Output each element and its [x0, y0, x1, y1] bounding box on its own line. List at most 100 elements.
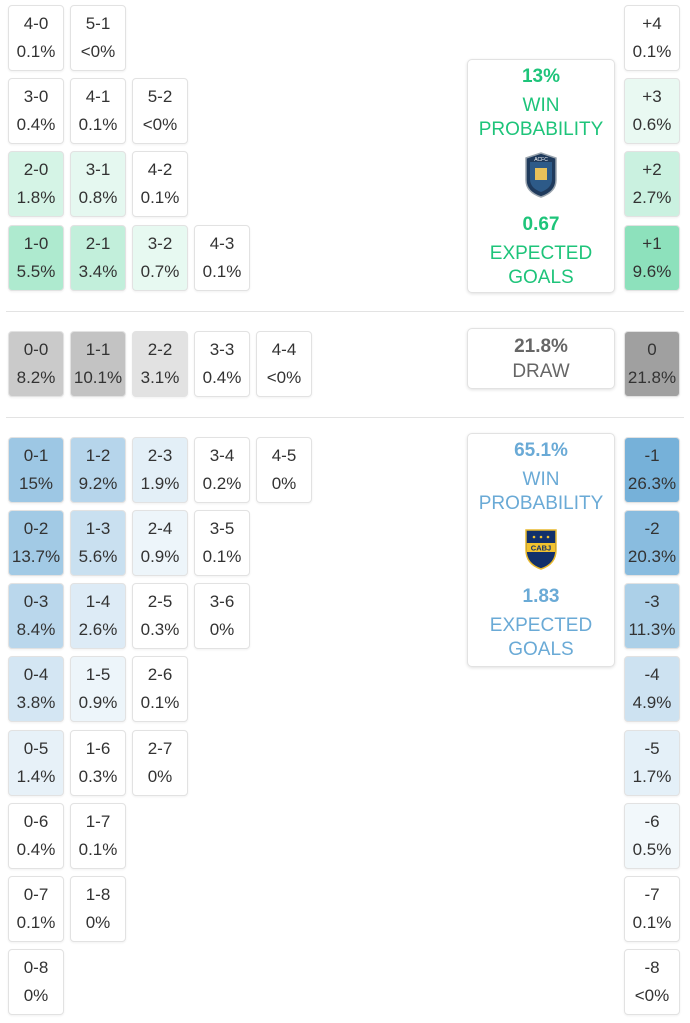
margin-cell[interactable]: -6 0.5%	[624, 803, 680, 869]
scoreline-cell[interactable]: 1-1 10.1%	[70, 331, 126, 397]
cell-label: +4	[642, 13, 662, 33]
home-xg: 0.67	[522, 214, 560, 235]
cell-label: -2	[644, 518, 660, 538]
scoreline-cell[interactable]: 0-1 15%	[8, 437, 64, 503]
scoreline-cell[interactable]: 2-4 0.9%	[132, 510, 188, 576]
scoreline-cell[interactable]: 1-7 0.1%	[70, 803, 126, 869]
margin-cell[interactable]: +1 9.6%	[624, 225, 680, 291]
cell-label: 1-7	[85, 811, 111, 831]
cell-label: 4-5	[271, 445, 297, 465]
scoreline-cell[interactable]: 0-3 8.4%	[8, 583, 64, 649]
margin-cell[interactable]: -1 26.3%	[624, 437, 680, 503]
margin-cell[interactable]: -3 11.3%	[624, 583, 680, 649]
scoreline-cell[interactable]: 4-2 0.1%	[132, 151, 188, 217]
scoreline-cell[interactable]: 1-6 0.3%	[70, 730, 126, 796]
cell-probability: 26.3%	[627, 474, 677, 493]
scoreline-cell[interactable]: 3-5 0.1%	[194, 510, 250, 576]
home-win-label: WIN PROBABILITY	[478, 95, 604, 140]
cell-label: 2-5	[147, 591, 173, 611]
cabj-crest-icon: CABJ	[524, 526, 558, 576]
scoreline-cell[interactable]: 2-3 1.9%	[132, 437, 188, 503]
cell-label: 0-7	[23, 884, 49, 904]
home-win-summary: 13% WIN PROBABILITY ACFC 0.67 EXPECTED G…	[467, 59, 615, 293]
cell-label: +3	[642, 86, 662, 106]
scoreline-cell[interactable]: 2-2 3.1%	[132, 331, 188, 397]
margin-cell[interactable]: 0 21.8%	[624, 331, 680, 397]
margin-cell[interactable]: -7 0.1%	[624, 876, 680, 942]
scoreline-cell[interactable]: 2-5 0.3%	[132, 583, 188, 649]
cell-probability: 11.3%	[628, 620, 676, 639]
margin-cell[interactable]: +2 2.7%	[624, 151, 680, 217]
scoreline-cell[interactable]: 1-3 5.6%	[70, 510, 126, 576]
scoreline-cell[interactable]: 3-2 0.7%	[132, 225, 188, 291]
scoreline-cell[interactable]: 3-6 0%	[194, 583, 250, 649]
away-win-summary: 65.1% WIN PROBABILITY CABJ 1.83 EXPECTED…	[467, 433, 615, 667]
cell-probability: 1.9%	[140, 474, 180, 493]
scoreline-cell[interactable]: 2-1 3.4%	[70, 225, 126, 291]
scoreline-cell[interactable]: 1-2 9.2%	[70, 437, 126, 503]
scoreline-cell[interactable]: 3-3 0.4%	[194, 331, 250, 397]
scoreline-cell[interactable]: 4-1 0.1%	[70, 78, 126, 144]
cell-label: 1-1	[85, 339, 111, 359]
scoreline-cell[interactable]: 0-5 1.4%	[8, 730, 64, 796]
margin-cell[interactable]: -5 1.7%	[624, 730, 680, 796]
scoreline-cell[interactable]: 0-4 3.8%	[8, 656, 64, 722]
cell-probability: <0%	[142, 115, 178, 134]
cell-probability: 0.8%	[78, 188, 118, 207]
svg-text:ACFC: ACFC	[534, 157, 548, 163]
scoreline-cell[interactable]: 2-6 0.1%	[132, 656, 188, 722]
scoreline-cell[interactable]: 1-8 0%	[70, 876, 126, 942]
cell-label: 0-5	[23, 738, 49, 758]
cell-probability: 2.6%	[78, 620, 118, 639]
cell-probability: 0.1%	[140, 693, 180, 712]
scoreline-cell[interactable]: 4-0 0.1%	[8, 5, 64, 71]
scoreline-cell[interactable]: 3-4 0.2%	[194, 437, 250, 503]
cell-probability: 0.1%	[78, 115, 118, 134]
cell-probability: 0.4%	[16, 840, 56, 859]
cell-probability: 5.5%	[16, 262, 56, 281]
cell-label: 3-2	[147, 233, 173, 253]
scoreline-cell[interactable]: 2-7 0%	[132, 730, 188, 796]
scoreline-cell[interactable]: 1-5 0.9%	[70, 656, 126, 722]
cell-label: 2-1	[85, 233, 111, 253]
cell-probability: 0.4%	[16, 115, 56, 134]
scoreline-cell[interactable]: 5-2 <0%	[132, 78, 188, 144]
away-win-pct: 65.1%	[514, 440, 568, 461]
margin-cell[interactable]: -4 4.9%	[624, 656, 680, 722]
scoreline-cell[interactable]: 4-4 <0%	[256, 331, 312, 397]
cell-label: -4	[644, 664, 660, 684]
away-xg-label: EXPECTED GOALS	[489, 615, 593, 660]
scoreline-cell[interactable]: 0-0 8.2%	[8, 331, 64, 397]
scoreline-cell[interactable]: 2-0 1.8%	[8, 151, 64, 217]
scoreline-cell[interactable]: 0-6 0.4%	[8, 803, 64, 869]
scoreline-cell[interactable]: 4-3 0.1%	[194, 225, 250, 291]
scoreline-cell[interactable]: 0-2 13.7%	[8, 510, 64, 576]
scoreline-cell[interactable]: 0-8 0%	[8, 949, 64, 1015]
margin-cell[interactable]: -2 20.3%	[624, 510, 680, 576]
away-xg: 1.83	[522, 586, 560, 607]
cell-label: 2-3	[147, 445, 173, 465]
cell-probability: <0%	[634, 986, 670, 1005]
cell-probability: 4.9%	[632, 693, 672, 712]
divider-bottom	[6, 417, 684, 418]
margin-cell[interactable]: +3 0.6%	[624, 78, 680, 144]
cell-probability: 0.1%	[16, 913, 56, 932]
cell-label: 1-5	[85, 664, 111, 684]
cell-probability: 0.2%	[202, 474, 242, 493]
cell-label: -3	[644, 591, 660, 611]
scoreline-cell[interactable]: 3-1 0.8%	[70, 151, 126, 217]
margin-cell[interactable]: +4 0.1%	[624, 5, 680, 71]
scoreline-cell[interactable]: 1-4 2.6%	[70, 583, 126, 649]
scoreline-cell[interactable]: 5-1 <0%	[70, 5, 126, 71]
scoreline-cell[interactable]: 3-0 0.4%	[8, 78, 64, 144]
scoreline-cell[interactable]: 1-0 5.5%	[8, 225, 64, 291]
cell-probability: 0%	[271, 474, 297, 493]
divider-top	[6, 311, 684, 312]
cell-label: -1	[644, 445, 660, 465]
cell-label: 3-0	[23, 86, 49, 106]
scoreline-cell[interactable]: 4-5 0%	[256, 437, 312, 503]
margin-cell[interactable]: -8 <0%	[624, 949, 680, 1015]
cell-probability: 0.9%	[78, 693, 118, 712]
scoreline-cell[interactable]: 0-7 0.1%	[8, 876, 64, 942]
cell-probability: 0%	[23, 986, 49, 1005]
